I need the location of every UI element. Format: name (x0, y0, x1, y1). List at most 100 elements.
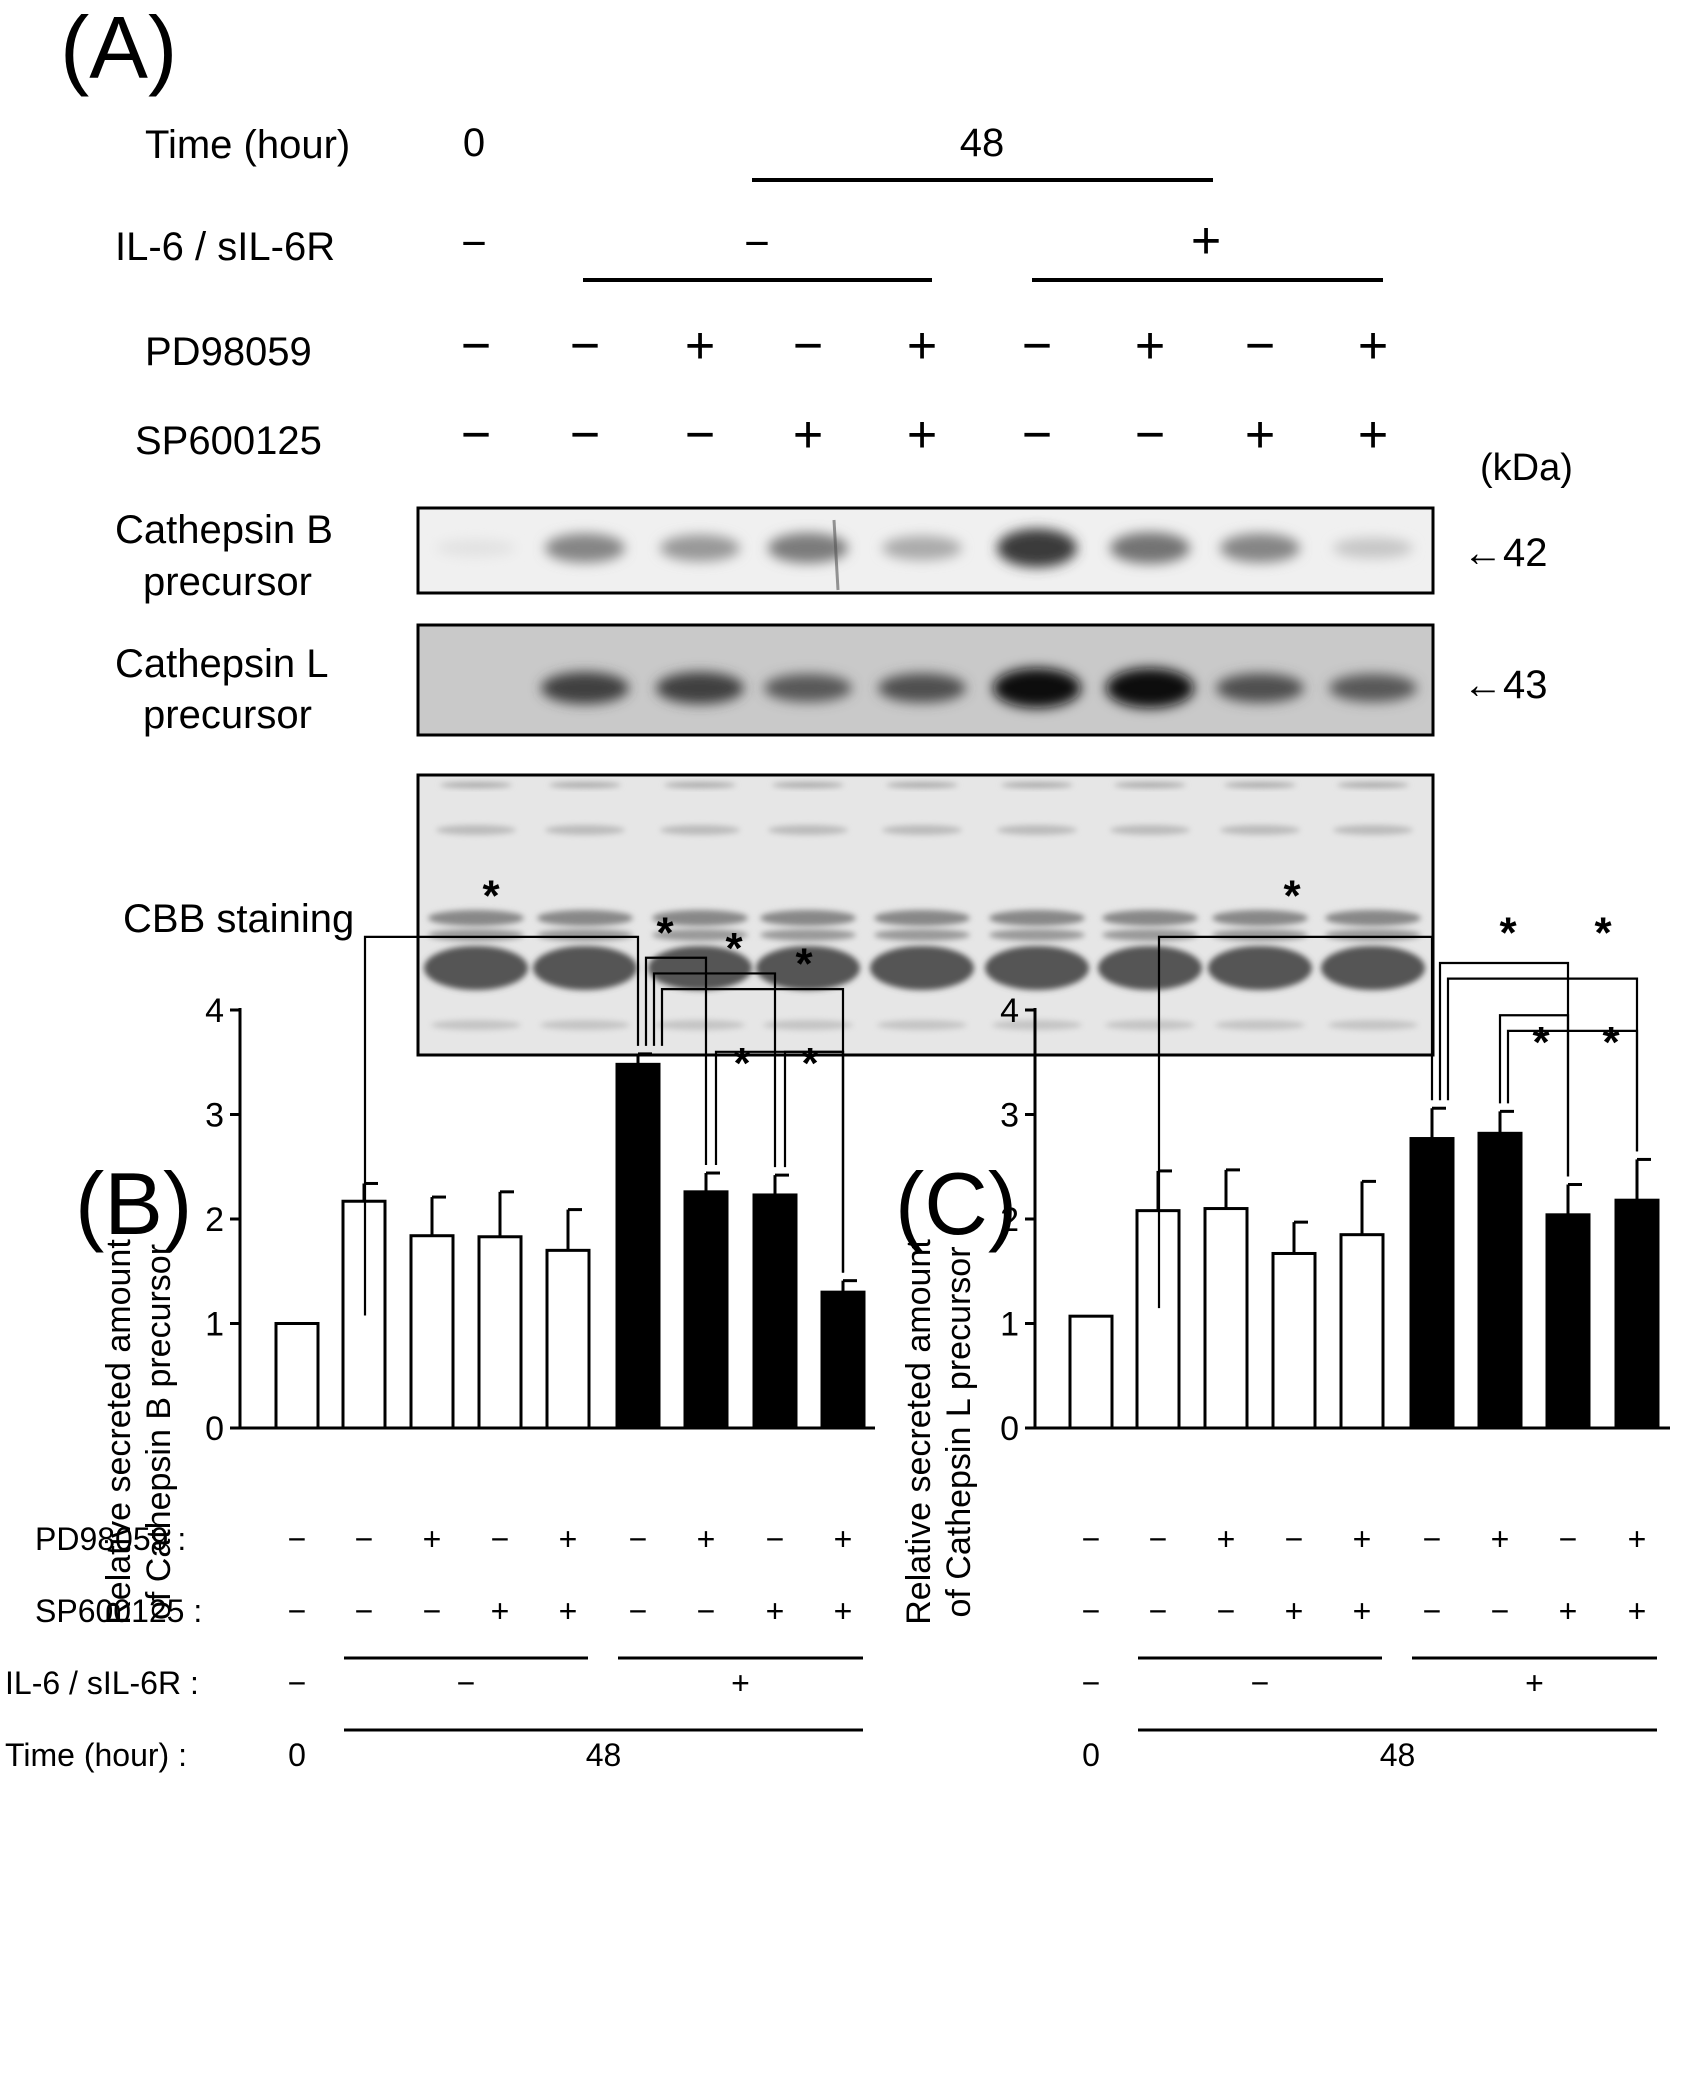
bar (1477, 1131, 1523, 1430)
cbb-band (992, 1020, 1082, 1030)
panel-c-ylabel-1: Relative secreted amount (900, 1239, 938, 1625)
time-value-48: 48 (960, 121, 1005, 165)
pd-value-4: + (907, 317, 937, 375)
catl-bands (541, 668, 1417, 708)
sp-value: − (629, 1593, 648, 1629)
panel-b: (B) Relative secreted amount of Cathepsi… (5, 872, 875, 1773)
cbb-main-band (985, 946, 1089, 990)
bar (1545, 1213, 1591, 1430)
cbb-main-band (1098, 946, 1202, 990)
kda-label: (kDa) (1480, 447, 1573, 489)
significance-star: * (795, 940, 813, 989)
panel-c-significance: * * * * * (1157, 872, 1639, 1309)
cbb-bands (424, 782, 1425, 1030)
cbb-band (1325, 910, 1421, 926)
cbb-main-band (533, 946, 637, 990)
sp-value-3: + (793, 406, 823, 464)
significance-bracket (1506, 1029, 1639, 1152)
il6-value: + (1525, 1665, 1544, 1701)
il6-value-minus: − (744, 219, 770, 268)
catb-band (1333, 537, 1413, 559)
il6-value: − (288, 1665, 307, 1701)
cbb-band (760, 910, 856, 926)
significance-bracket (363, 935, 640, 1316)
cbb-band (537, 929, 633, 941)
pd-value-3: − (793, 317, 823, 375)
significance-star: * (656, 908, 674, 957)
cbb-band (545, 825, 625, 835)
cbb-band (882, 825, 962, 835)
cbb-band (1114, 782, 1186, 788)
cbb-band (652, 929, 748, 941)
pd-row-label: PD98059 : (35, 1521, 186, 1557)
catl-band (656, 671, 744, 705)
bar (1068, 1314, 1114, 1430)
cbb-band (428, 910, 524, 926)
sp-value: − (1217, 1593, 1236, 1629)
catb-lane-artifact (832, 519, 840, 591)
catb-band (436, 539, 516, 557)
catb-label-2: precursor (143, 560, 312, 604)
catb-bands (436, 528, 1413, 568)
cbb-main-band (1208, 946, 1312, 990)
sp-value-7: + (1245, 406, 1275, 464)
cbb-band (1337, 782, 1409, 788)
pd-value: − (1149, 1521, 1168, 1557)
cbb-band (886, 782, 958, 788)
sp-value: + (1559, 1593, 1578, 1629)
cbb-band (1328, 1020, 1418, 1030)
bar (477, 1235, 523, 1430)
cbb-band (428, 929, 524, 941)
cbb-band (1215, 1020, 1305, 1030)
cbb-band (874, 929, 970, 941)
cbb-band (652, 910, 748, 926)
sp-value: − (1491, 1593, 1510, 1629)
catl-band (1329, 673, 1417, 703)
panel-b-significance: * * * * * * (363, 872, 845, 1316)
pd-value-5: − (1022, 317, 1052, 375)
sp-value: + (834, 1593, 853, 1629)
panel-c-label: (C) (895, 1154, 1017, 1253)
cbb-band (772, 782, 844, 788)
il6-value-0: − (461, 219, 487, 268)
bar (1614, 1198, 1660, 1430)
catl-band (993, 668, 1081, 708)
sp-value-0: − (461, 406, 491, 464)
catb-band (1110, 532, 1190, 564)
y-tick-label: 1 (1000, 1306, 1019, 1344)
cbb-band (997, 825, 1077, 835)
cbb-band (1001, 782, 1073, 788)
cbb-band (537, 910, 633, 926)
pd-value: + (1628, 1521, 1647, 1557)
pd-value: − (1423, 1521, 1442, 1557)
pd-value: − (1285, 1521, 1304, 1557)
significance-star: * (1532, 1018, 1550, 1067)
pd-value-8: + (1358, 317, 1388, 375)
cbb-band (549, 782, 621, 788)
cbb-band (989, 929, 1085, 941)
significance-star: * (733, 1039, 751, 1088)
row-label-sp: SP600125 (135, 419, 322, 463)
y-tick-label: 2 (1000, 1201, 1019, 1239)
catb-label-1: Cathepsin B (115, 508, 333, 552)
catl-band (541, 671, 629, 705)
significance-star: * (1602, 1018, 1620, 1067)
catb-band (660, 534, 740, 562)
cbb-band (1224, 782, 1296, 788)
cbb-main-band (1321, 946, 1425, 990)
y-tick-label: 0 (205, 1410, 224, 1448)
y-tick-label: 2 (205, 1201, 224, 1239)
sp-value: − (423, 1593, 442, 1629)
pd-value: − (1559, 1521, 1578, 1557)
pd-value-2: + (685, 317, 715, 375)
bar (1271, 1251, 1317, 1430)
sp-value: + (1628, 1593, 1647, 1629)
sp-value-6: − (1135, 406, 1165, 464)
panel-c: (C) Relative secreted amount of Cathepsi… (895, 872, 1670, 1773)
cbb-band (655, 1020, 745, 1030)
panel-a-label: (A) (60, 0, 177, 97)
panel-b-bars (274, 1052, 866, 1430)
cbb-band (877, 1020, 967, 1030)
pd-value: − (491, 1521, 510, 1557)
